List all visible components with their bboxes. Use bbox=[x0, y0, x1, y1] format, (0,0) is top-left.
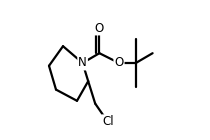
Text: N: N bbox=[78, 57, 87, 69]
Text: O: O bbox=[114, 57, 124, 69]
Text: Cl: Cl bbox=[102, 115, 114, 128]
Text: O: O bbox=[95, 22, 104, 34]
